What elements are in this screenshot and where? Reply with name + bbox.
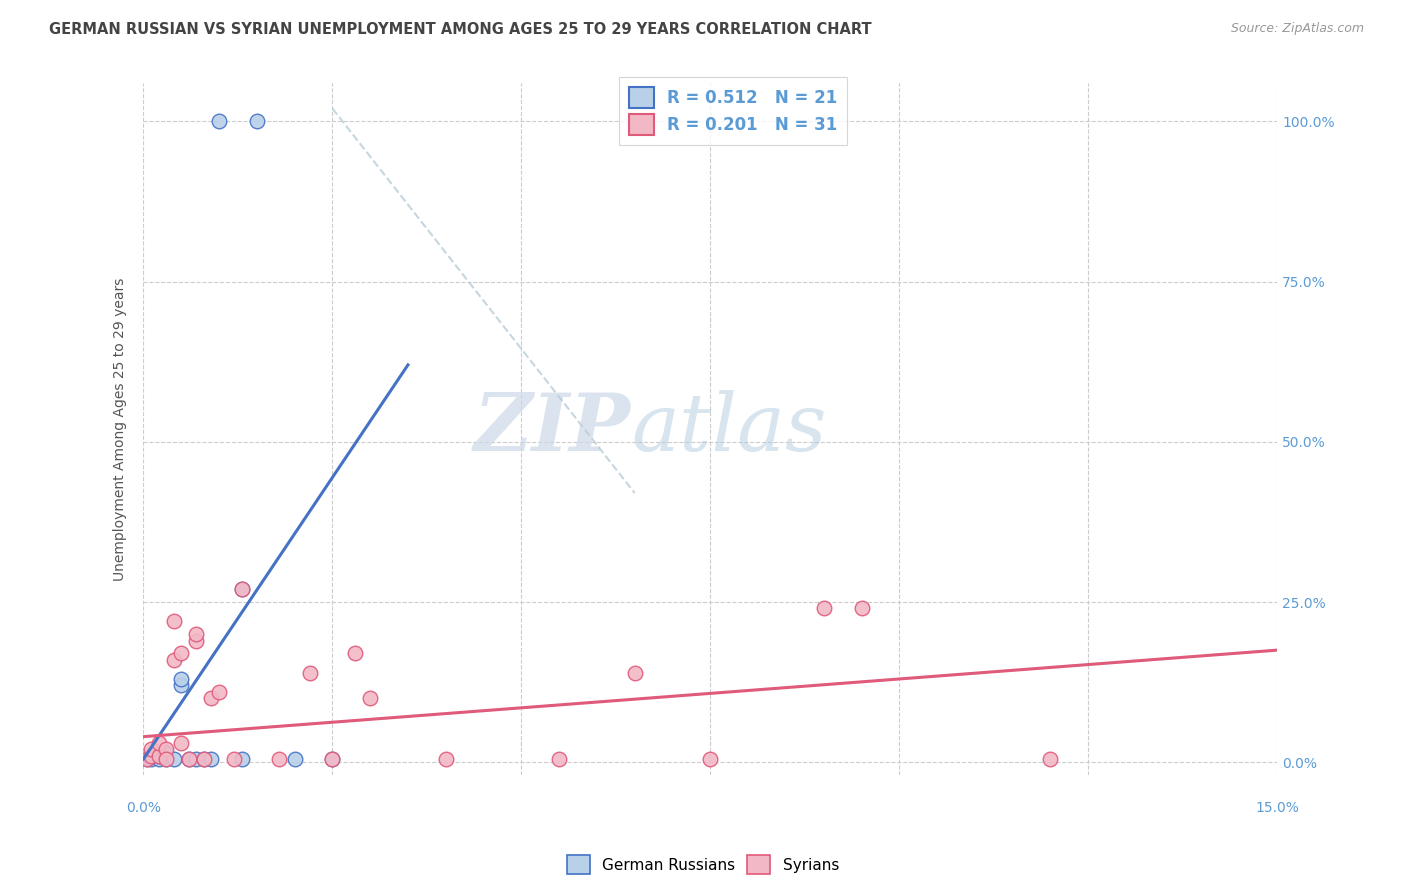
Point	[177, 752, 200, 766]
Point	[200, 752, 222, 766]
Point	[186, 633, 208, 648]
Point	[186, 752, 208, 766]
Text: ZIP: ZIP	[474, 390, 631, 467]
Point	[359, 691, 381, 706]
Point	[170, 646, 193, 660]
Point	[170, 672, 193, 686]
Point	[208, 685, 231, 699]
Point	[155, 746, 177, 760]
Text: atlas: atlas	[631, 390, 827, 467]
Text: 15.0%: 15.0%	[1256, 801, 1299, 814]
Point	[162, 653, 184, 667]
Point	[139, 742, 162, 756]
Point	[148, 752, 170, 766]
Point	[269, 752, 291, 766]
Point	[231, 582, 253, 597]
Point	[162, 615, 184, 629]
Point	[136, 752, 159, 766]
Point	[148, 736, 170, 750]
Point	[699, 752, 721, 766]
Point	[813, 601, 835, 615]
Point	[155, 742, 177, 756]
Point	[298, 665, 321, 680]
Point	[136, 752, 159, 766]
Point	[148, 748, 170, 763]
Legend: German Russians, Syrians: German Russians, Syrians	[561, 849, 845, 880]
Point	[162, 752, 184, 766]
Point	[193, 752, 215, 766]
Point	[231, 752, 253, 766]
Point	[623, 665, 645, 680]
Point	[170, 736, 193, 750]
Text: Source: ZipAtlas.com: Source: ZipAtlas.com	[1230, 22, 1364, 36]
Point	[231, 582, 253, 597]
Point	[246, 114, 269, 128]
Point	[344, 646, 367, 660]
Point	[321, 752, 343, 766]
Point	[155, 748, 177, 763]
Point	[200, 691, 222, 706]
Text: GERMAN RUSSIAN VS SYRIAN UNEMPLOYMENT AMONG AGES 25 TO 29 YEARS CORRELATION CHAR: GERMAN RUSSIAN VS SYRIAN UNEMPLOYMENT AM…	[49, 22, 872, 37]
Y-axis label: Unemployment Among Ages 25 to 29 years: Unemployment Among Ages 25 to 29 years	[114, 277, 128, 581]
Point	[186, 627, 208, 641]
Point	[155, 752, 177, 766]
Point	[1039, 752, 1062, 766]
Point	[139, 748, 162, 763]
Point	[548, 752, 571, 766]
Point	[321, 752, 343, 766]
Point	[170, 678, 193, 692]
Text: 0.0%: 0.0%	[127, 801, 160, 814]
Legend: R = 0.512   N = 21, R = 0.201   N = 31: R = 0.512 N = 21, R = 0.201 N = 31	[619, 78, 848, 145]
Point	[434, 752, 457, 766]
Point	[224, 752, 246, 766]
Point	[193, 752, 215, 766]
Point	[139, 748, 162, 763]
Point	[155, 752, 177, 766]
Point	[284, 752, 307, 766]
Point	[177, 752, 200, 766]
Point	[208, 114, 231, 128]
Point	[851, 601, 873, 615]
Point	[148, 748, 170, 763]
Point	[139, 752, 162, 766]
